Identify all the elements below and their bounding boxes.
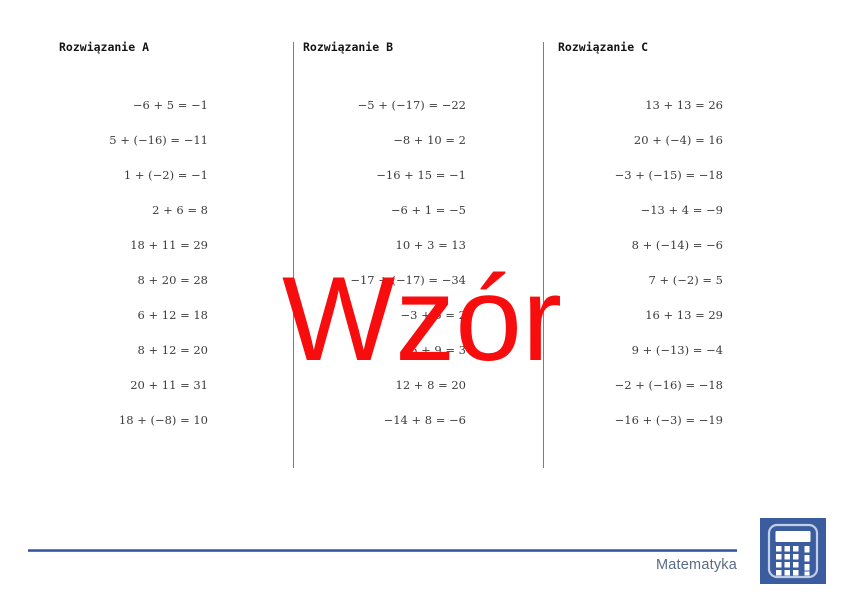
column-divider (293, 42, 294, 468)
equation: 20 + (−4) = 16 (633, 132, 723, 147)
equation: 13 + 13 = 26 (645, 97, 723, 112)
equation: −5 + (−17) = −22 (357, 97, 466, 112)
equation: 7 + (−2) = 5 (648, 272, 723, 287)
footer-divider-line (28, 549, 737, 552)
equation: −2 + (−16) = −18 (614, 377, 723, 392)
equation: −8 + 10 = 2 (393, 132, 466, 147)
equation: −14 + 8 = −6 (383, 412, 466, 427)
equation: −13 + 4 = −9 (640, 202, 723, 217)
equation: 2 + 6 = 8 (152, 202, 208, 217)
equation: 9 + (−13) = −4 (631, 342, 723, 357)
brand-label: Matematyka (656, 557, 737, 573)
equation: 10 + 3 = 13 (395, 237, 466, 252)
equation: −3 + (−15) = −18 (614, 167, 723, 182)
equation: 8 + 20 = 28 (137, 272, 208, 287)
column-title-c: Rozwiązanie C (558, 40, 649, 54)
equation: 8 + 12 = 20 (137, 342, 208, 357)
equation: −6 + 5 = −1 (132, 97, 208, 112)
equation: −6 + 1 = −5 (390, 202, 466, 217)
equation: 5 + (−16) = −11 (109, 132, 208, 147)
calculator-icon (760, 518, 826, 584)
equation: 16 + 13 = 29 (645, 307, 723, 322)
equation: −6 + 9 = 3 (400, 342, 466, 357)
equation: 12 + 8 = 20 (395, 377, 466, 392)
column-divider (543, 42, 544, 468)
solution-column-b: −5 + (−17) = −22 −8 + 10 = 2 −16 + 15 = … (288, 87, 466, 437)
equation: −16 + 15 = −1 (376, 167, 466, 182)
equation: 18 + 11 = 29 (130, 237, 208, 252)
equation: −17 + (−17) = −34 (350, 272, 466, 287)
equation: 18 + (−8) = 10 (118, 412, 208, 427)
column-title-a: Rozwiązanie A (59, 40, 150, 54)
solution-column-c: 13 + 13 = 26 20 + (−4) = 16 −3 + (−15) =… (545, 87, 723, 437)
equation: −16 + (−3) = −19 (614, 412, 723, 427)
column-title-b: Rozwiązanie B (303, 40, 394, 54)
equation: 20 + 11 = 31 (130, 377, 208, 392)
equation: 8 + (−14) = −6 (631, 237, 723, 252)
solution-column-a: −6 + 5 = −1 5 + (−16) = −11 1 + (−2) = −… (30, 87, 208, 437)
equation: 1 + (−2) = −1 (123, 167, 208, 182)
equation: 6 + 12 = 18 (137, 307, 208, 322)
equation: −3 + 5 = 2 (400, 307, 466, 322)
